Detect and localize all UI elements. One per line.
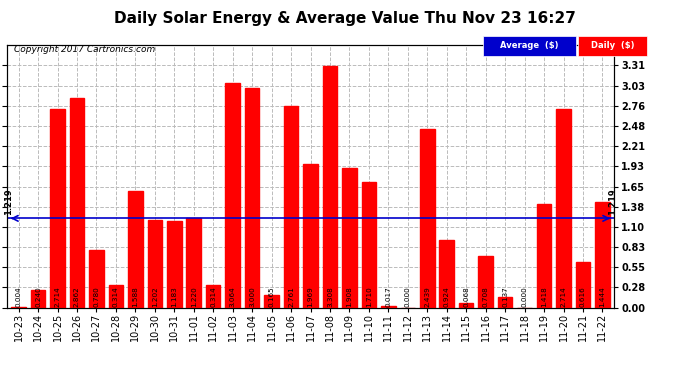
Bar: [342, 168, 357, 308]
Bar: [362, 183, 376, 308]
Bar: [245, 88, 259, 308]
Text: 0.017: 0.017: [385, 286, 391, 307]
Text: 0.240: 0.240: [35, 286, 41, 307]
Text: 0.068: 0.068: [463, 286, 469, 307]
Text: 0.780: 0.780: [93, 286, 99, 307]
Text: 3.308: 3.308: [327, 286, 333, 307]
Text: 0.314: 0.314: [113, 286, 119, 307]
Bar: [128, 191, 143, 308]
Text: Copyright 2017 Cartronics.com: Copyright 2017 Cartronics.com: [14, 45, 155, 54]
Text: 1.908: 1.908: [346, 286, 353, 307]
Text: 1.588: 1.588: [132, 286, 139, 307]
Text: Daily Solar Energy & Average Value Thu Nov 23 16:27: Daily Solar Energy & Average Value Thu N…: [114, 11, 576, 26]
Text: 2.439: 2.439: [424, 286, 431, 307]
Text: 1.219: 1.219: [4, 189, 13, 216]
Text: 2.714: 2.714: [55, 286, 61, 307]
Text: 0.000: 0.000: [405, 286, 411, 307]
Bar: [226, 84, 240, 308]
Text: 0.314: 0.314: [210, 286, 216, 307]
Text: 0.924: 0.924: [444, 286, 450, 307]
Text: 2.761: 2.761: [288, 286, 294, 307]
Bar: [50, 109, 65, 307]
Text: 3.064: 3.064: [230, 286, 236, 307]
Text: 1.418: 1.418: [541, 286, 547, 307]
Bar: [420, 129, 435, 308]
Text: 0.004: 0.004: [16, 286, 21, 307]
Text: 1.183: 1.183: [171, 286, 177, 307]
Bar: [537, 204, 551, 308]
Bar: [264, 296, 279, 307]
Text: 0.000: 0.000: [522, 286, 528, 307]
Bar: [323, 66, 337, 308]
Text: 1.710: 1.710: [366, 286, 372, 307]
Text: 0.708: 0.708: [482, 286, 489, 307]
Bar: [575, 262, 590, 308]
Bar: [206, 285, 221, 308]
Bar: [31, 290, 46, 308]
Bar: [167, 221, 181, 308]
Text: 1.444: 1.444: [600, 286, 605, 307]
Text: 1.202: 1.202: [152, 286, 158, 307]
Text: 2.862: 2.862: [74, 286, 80, 307]
Text: 3.000: 3.000: [249, 286, 255, 307]
Text: 0.137: 0.137: [502, 286, 508, 307]
Bar: [70, 98, 84, 308]
Text: Daily  ($): Daily ($): [591, 41, 635, 50]
Bar: [381, 306, 395, 308]
Bar: [459, 303, 473, 307]
Bar: [186, 218, 201, 308]
Bar: [148, 220, 162, 308]
Bar: [108, 285, 124, 308]
Text: 0.616: 0.616: [580, 286, 586, 307]
Text: 1.219: 1.219: [608, 189, 617, 216]
Bar: [595, 202, 610, 308]
Bar: [497, 297, 513, 307]
Bar: [556, 109, 571, 307]
Text: 1.969: 1.969: [308, 286, 313, 307]
Bar: [440, 240, 454, 308]
Text: 0.165: 0.165: [268, 286, 275, 307]
Bar: [303, 164, 318, 308]
Text: 2.714: 2.714: [560, 286, 566, 307]
Bar: [284, 106, 298, 308]
Text: 1.220: 1.220: [190, 286, 197, 307]
Bar: [89, 251, 104, 308]
Bar: [478, 256, 493, 308]
Text: Average  ($): Average ($): [500, 41, 558, 50]
